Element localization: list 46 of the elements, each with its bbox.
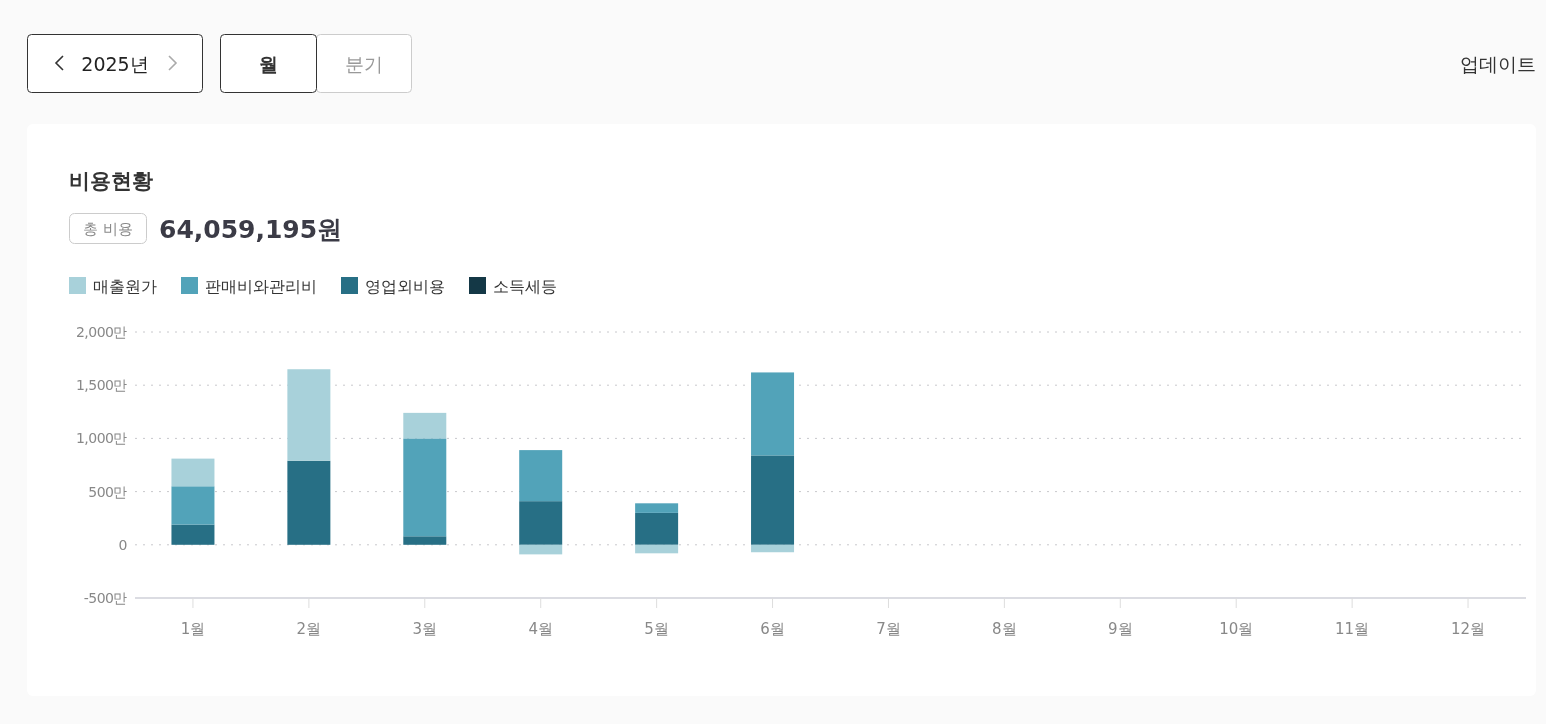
bar — [635, 544, 679, 554]
bar — [519, 450, 563, 502]
x-tick-label: 8월 — [992, 620, 1017, 638]
legend-label: 판매비와관리비 — [205, 277, 317, 296]
bar — [171, 486, 215, 525]
bar — [403, 536, 447, 545]
text: 총 비용 — [83, 220, 133, 238]
legend-label: 소득세등 — [493, 277, 557, 296]
text: 분기 — [345, 53, 383, 75]
x-tick-label: 4월 — [528, 620, 553, 638]
bar — [519, 544, 563, 555]
x-tick-label: 1월 — [180, 620, 206, 638]
x-tick-label: 12월 — [1450, 620, 1486, 638]
bar — [751, 455, 795, 545]
bar — [171, 524, 215, 545]
y-tick-label: 0 — [118, 536, 127, 553]
x-tick-label: 3월 — [412, 620, 438, 638]
y-tick-label: -500만 — [83, 590, 128, 606]
chart-subtitle: 64,059,195원 — [159, 215, 343, 244]
y-tick-label: 1,500만 — [75, 377, 128, 394]
text: 2025년 — [81, 53, 149, 75]
x-tick-label: 6월 — [760, 620, 785, 638]
bar — [519, 501, 563, 545]
text: 월 — [258, 53, 278, 75]
y-tick-label: 1,000만 — [75, 430, 128, 447]
bar — [635, 503, 679, 513]
y-tick-label: 500만 — [88, 483, 128, 500]
bar — [403, 412, 447, 439]
x-tick-label: 11월 — [1335, 620, 1370, 638]
x-tick-label: 2월 — [296, 620, 322, 638]
x-tick-label: 10월 — [1219, 620, 1254, 638]
bar — [171, 458, 215, 487]
legend-label: 영업외비용 — [365, 277, 445, 296]
legend-label: 매출원가 — [93, 277, 157, 296]
x-tick-label: 5월 — [644, 620, 669, 638]
bar — [403, 438, 447, 537]
bar — [751, 544, 795, 553]
chart-title: 비용현황 — [69, 169, 153, 193]
x-tick-label: 7월 — [876, 620, 901, 638]
x-tick-label: 9월 — [1108, 620, 1133, 638]
y-tick-label: 2,000만 — [75, 324, 128, 340]
bar — [287, 460, 331, 545]
bar — [751, 372, 795, 456]
bar — [287, 369, 331, 461]
bar — [635, 512, 679, 545]
text: 업데이트 — [1460, 53, 1536, 75]
